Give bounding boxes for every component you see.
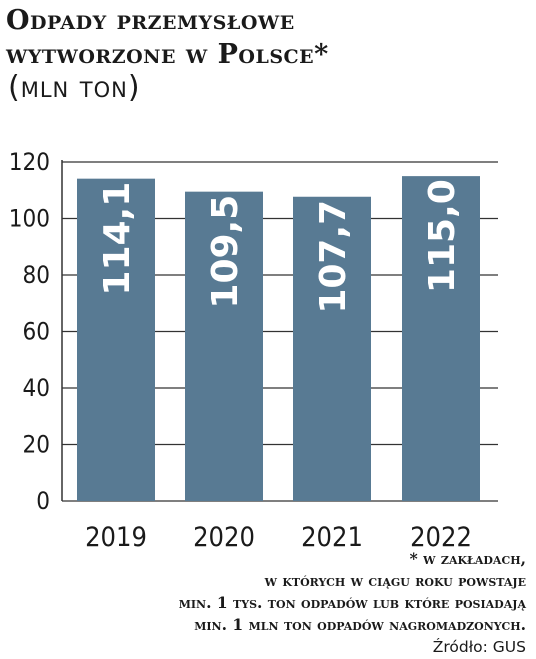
bar-value-label: 115,0 xyxy=(422,179,463,293)
y-tick-label: 40 xyxy=(23,374,50,402)
y-tick-label: 80 xyxy=(23,261,50,289)
footnote-line-1: * w zakładach, xyxy=(409,549,526,568)
bar xyxy=(77,178,155,502)
y-tick-label: 20 xyxy=(23,431,50,459)
chart-title-line-2: wytworzone w Polsce* xyxy=(6,39,329,70)
bar-value-label: 114,1 xyxy=(97,182,138,296)
chart-subtitle: (mln ton) xyxy=(8,70,141,105)
footnote-line-3: min. 1 tys. ton odpadów lub które posiad… xyxy=(178,593,526,612)
x-tick-label: 2022 xyxy=(410,522,472,553)
y-tick-label: 0 xyxy=(36,487,50,515)
y-tick-label: 60 xyxy=(23,318,50,346)
footnote-line-4: min. 1 mln ton odpadów nagromadzonych. xyxy=(194,615,526,634)
chart-title-line-1: Odpady przemysłowe xyxy=(6,5,295,36)
x-tick-label: 2020 xyxy=(193,522,255,553)
chart-title: Odpady przemysłowe wytworzone w Polsce* xyxy=(6,4,526,72)
bar xyxy=(402,176,480,501)
bar xyxy=(185,191,263,501)
y-tick-label: 120 xyxy=(9,148,50,176)
footnote-line-2: w których w ciągu roku powstaje xyxy=(264,571,526,590)
y-tick-label: 100 xyxy=(9,205,50,233)
footnote: * w zakładach, w których w ciągu roku po… xyxy=(6,548,526,658)
bar xyxy=(293,196,371,501)
x-tick-label: 2019 xyxy=(85,522,147,553)
bar-value-label: 107,7 xyxy=(313,200,354,314)
bar-value-label: 109,5 xyxy=(205,195,246,309)
x-tick-label: 2021 xyxy=(301,522,363,553)
source-note: Źródło: GUS xyxy=(432,638,526,656)
